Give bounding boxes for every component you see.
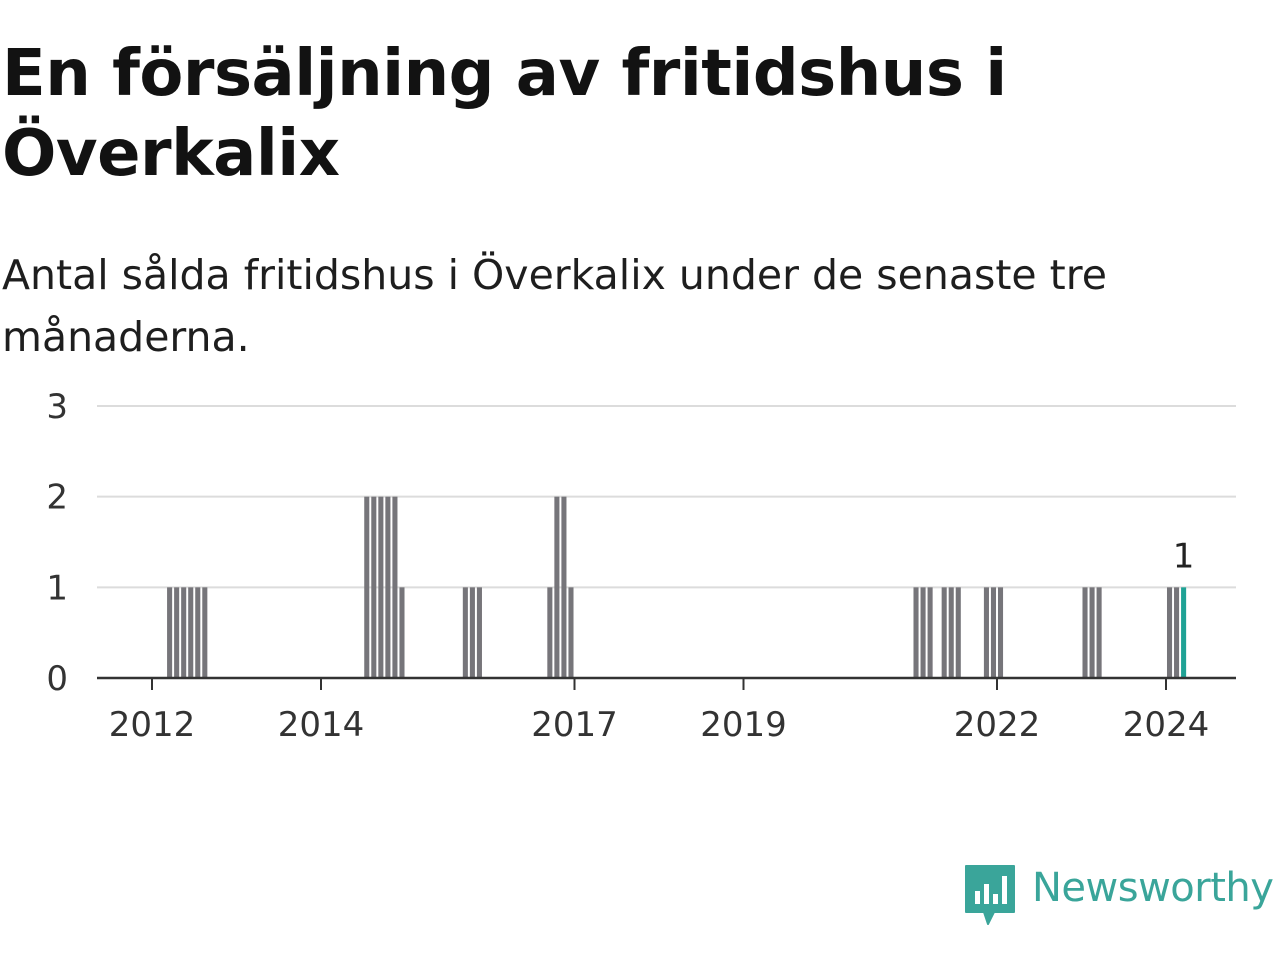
- bar: [378, 496, 384, 678]
- bar: [174, 587, 180, 678]
- bar: [990, 587, 997, 678]
- bar: [927, 587, 933, 678]
- bar: [188, 587, 194, 678]
- x-tick-label: 2019: [700, 705, 787, 745]
- bar: [392, 496, 398, 678]
- bar: [1089, 587, 1095, 678]
- bars: [167, 496, 1187, 678]
- bar: [1174, 587, 1180, 678]
- chart-title: En försäljning av fritidshus i Överkalix: [2, 37, 1007, 191]
- y-tick-label: 1: [46, 568, 68, 608]
- bar: [371, 496, 377, 678]
- x-axis: 2012 2014 2017 2019 2022 2024: [97, 676, 1236, 745]
- bar: [462, 587, 468, 678]
- y-axis-ticks: 0 1 2 3: [46, 387, 68, 699]
- bar: [997, 587, 1004, 678]
- brand-name: Newsworthy: [1032, 865, 1274, 911]
- x-tick-label: 2022: [954, 705, 1041, 745]
- x-tick-label: 2024: [1123, 705, 1210, 745]
- bar: [561, 496, 567, 678]
- bar: [1082, 587, 1088, 678]
- y-tick-label: 3: [46, 387, 68, 427]
- x-tick-label: 2014: [278, 705, 365, 745]
- bar: [1166, 587, 1173, 678]
- bar: [920, 587, 926, 678]
- bar: [385, 496, 391, 678]
- bar: [1181, 587, 1187, 678]
- gridlines: [97, 405, 1236, 589]
- bar: [554, 496, 560, 678]
- bar: [1096, 587, 1102, 678]
- brand-logo: Newsworthy: [964, 864, 1280, 926]
- x-tick-label: 2012: [109, 705, 196, 745]
- bar: [948, 587, 954, 678]
- bar: [202, 587, 208, 678]
- bar: [547, 587, 553, 678]
- bar: [955, 587, 961, 678]
- bar: [399, 587, 405, 678]
- bar: [941, 587, 947, 678]
- bar: [476, 587, 482, 678]
- y-tick-label: 0: [46, 659, 68, 699]
- bar: [195, 587, 201, 678]
- bar: [167, 587, 173, 678]
- last-value-label: 1: [1173, 536, 1195, 576]
- data-labels: 1: [1173, 536, 1195, 576]
- bar: [913, 587, 919, 678]
- chart-subtitle: Antal sålda fritidshus i Överkalix under…: [2, 251, 1107, 361]
- newsworthy-logo-icon: [965, 865, 1015, 925]
- bar: [983, 587, 989, 678]
- bar: [469, 587, 475, 678]
- bar-chart: 0 1 2 3 2012 2014 2017 2019 2022 2024 1: [46, 387, 1236, 745]
- x-tick-label: 2017: [531, 705, 618, 745]
- bar: [181, 587, 187, 678]
- bar: [364, 496, 370, 678]
- y-tick-label: 2: [46, 478, 68, 518]
- bar: [568, 587, 574, 678]
